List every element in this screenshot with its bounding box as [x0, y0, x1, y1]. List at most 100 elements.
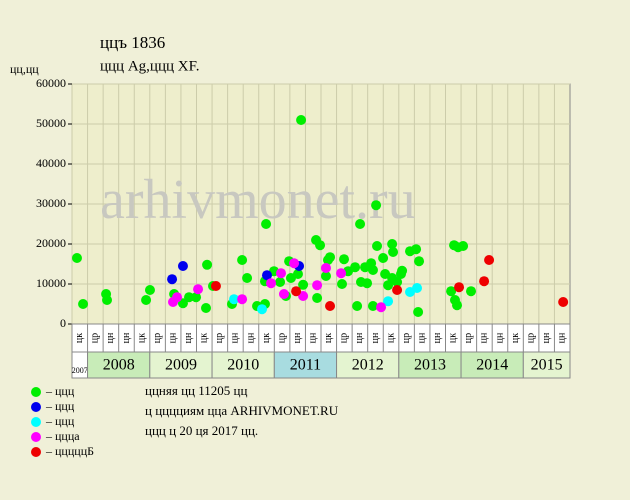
year-cell — [273, 351, 338, 379]
legend-marker — [31, 402, 41, 412]
data-point — [336, 268, 347, 279]
column-label: цн — [557, 332, 568, 343]
column-label: цк — [448, 333, 459, 343]
column-label: цр — [463, 333, 474, 343]
data-point — [355, 219, 366, 229]
data-point — [325, 301, 336, 311]
data-point — [242, 273, 253, 283]
y-tick-label: 10000 — [36, 276, 66, 290]
legend-marker — [31, 432, 41, 442]
year-cell — [460, 351, 524, 379]
year-cell — [211, 351, 275, 379]
year-label: 2015 — [531, 357, 563, 374]
column-label: цр — [214, 333, 225, 343]
data-point — [454, 282, 465, 293]
data-point — [367, 265, 378, 275]
data-point — [266, 278, 277, 289]
data-point — [200, 303, 211, 313]
data-point — [298, 291, 309, 301]
data-point — [350, 262, 361, 273]
data-point — [378, 253, 389, 263]
column-label: цн — [494, 332, 505, 343]
data-point — [372, 241, 383, 251]
data-point — [367, 301, 378, 311]
data-point — [298, 279, 309, 290]
year-label: 2009 — [165, 357, 197, 374]
data-point — [325, 252, 336, 263]
data-point — [479, 276, 490, 287]
chart-title: ццъ 1836 — [100, 33, 165, 52]
chart-subtitle: ццц Ag,ццц XF. — [100, 58, 199, 74]
column-label: цр — [401, 333, 412, 343]
data-point — [312, 280, 323, 291]
data-point — [397, 265, 408, 276]
year-cell — [149, 351, 213, 379]
year-label: 2014 — [476, 357, 508, 374]
legend-label: – ццца — [45, 429, 80, 443]
data-point — [371, 200, 382, 211]
data-point — [315, 240, 326, 251]
year-cell — [87, 351, 151, 379]
data-point — [202, 259, 213, 270]
column-label: цк — [136, 333, 147, 343]
y-axis-label: цц,цц — [10, 62, 39, 76]
data-point — [446, 286, 457, 297]
column-label: цк — [385, 333, 396, 343]
data-point — [452, 300, 463, 311]
data-point — [276, 268, 287, 279]
column-label: цк — [74, 333, 85, 343]
data-point — [191, 292, 202, 303]
column-label: цн — [354, 332, 365, 343]
data-point — [392, 285, 403, 295]
year-label: 2011 — [290, 357, 321, 374]
data-point — [237, 294, 248, 305]
data-point — [141, 295, 152, 305]
data-point — [261, 270, 272, 281]
data-point — [413, 307, 424, 317]
column-label: цн — [370, 332, 381, 343]
year-label: 2012 — [352, 357, 384, 374]
legend-marker — [31, 387, 41, 397]
data-point — [144, 285, 155, 295]
year-cell — [398, 351, 462, 379]
data-point — [376, 302, 387, 313]
column-label: цр — [339, 333, 350, 343]
y-tick-label: 30000 — [36, 196, 66, 210]
column-label: цн — [245, 332, 256, 343]
data-point — [388, 247, 399, 257]
column-label: цк — [261, 333, 272, 343]
data-point — [177, 261, 188, 271]
data-point — [261, 219, 272, 229]
watermark: arhivmonet.ru — [100, 169, 416, 231]
data-point — [337, 279, 348, 289]
y-tick-label: 50000 — [36, 116, 66, 130]
data-point — [210, 281, 221, 291]
y-tick-label: 40000 — [36, 156, 66, 170]
data-point — [312, 293, 323, 303]
legend-label: – ццц — [45, 414, 75, 428]
data-point — [237, 255, 248, 265]
data-point — [362, 278, 373, 289]
column-label: цр — [152, 333, 163, 343]
column-label: цн — [105, 332, 116, 343]
data-point — [257, 304, 268, 315]
column-label: цн — [432, 332, 443, 343]
data-point — [292, 269, 303, 279]
data-point — [167, 274, 178, 285]
column-label: цк — [323, 333, 334, 343]
data-point — [387, 239, 398, 249]
data-point — [414, 256, 425, 267]
year-cell — [522, 351, 571, 379]
legend-marker — [31, 417, 41, 427]
column-label: цн — [292, 332, 303, 343]
data-point — [289, 258, 300, 269]
data-point — [320, 271, 331, 281]
column-label: цн — [479, 332, 490, 343]
column-label: цр — [90, 333, 101, 343]
column-label: цк — [199, 333, 210, 343]
column-label: цн — [183, 332, 194, 343]
data-point — [466, 286, 477, 297]
data-point — [412, 283, 423, 293]
year-label: 2013 — [414, 357, 446, 374]
data-point — [78, 299, 89, 309]
